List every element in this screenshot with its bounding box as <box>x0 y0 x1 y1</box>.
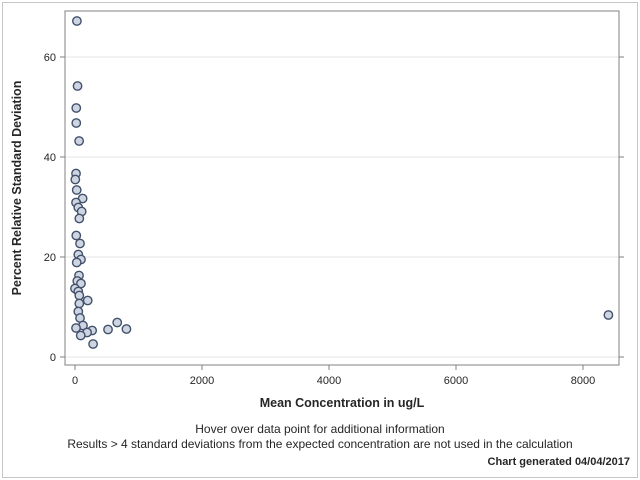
plot-frame <box>64 10 620 366</box>
data-point[interactable] <box>71 257 82 268</box>
data-point[interactable] <box>121 324 132 334</box>
y-tick-label: 40 <box>44 152 56 164</box>
data-point[interactable] <box>72 81 83 91</box>
x-tick-label: 6000 <box>444 375 468 387</box>
y-tick-label: 60 <box>44 52 56 64</box>
data-point[interactable] <box>74 290 85 301</box>
data-point[interactable] <box>74 136 85 146</box>
exclusion-rule-note: Results > 4 standard deviations from the… <box>67 437 573 451</box>
data-point[interactable] <box>71 323 81 333</box>
data-point[interactable] <box>112 317 123 328</box>
data-point[interactable] <box>71 103 82 113</box>
data-point[interactable] <box>74 213 85 224</box>
y-tick-label: 20 <box>44 252 56 264</box>
chart-generated-date: Chart generated 04/04/2017 <box>487 456 630 468</box>
x-tick-label: 0 <box>72 375 78 387</box>
data-point[interactable] <box>603 310 614 320</box>
data-point[interactable] <box>72 16 82 26</box>
data-point[interactable] <box>75 330 86 341</box>
data-point[interactable] <box>71 230 82 241</box>
x-axis-title: Mean Concentration in ug/L <box>259 396 425 410</box>
data-point[interactable] <box>74 298 85 309</box>
data-point[interactable] <box>71 118 82 128</box>
x-tick-label: 8000 <box>571 375 595 387</box>
y-axis-title: Percent Relative Standard Deviation <box>10 80 24 296</box>
data-point[interactable] <box>82 295 93 306</box>
x-tick-label: 2000 <box>190 375 214 387</box>
data-point[interactable] <box>71 185 82 195</box>
hover-instruction-note: Hover over data point for additional inf… <box>195 422 445 436</box>
x-tick-label: 4000 <box>317 375 341 387</box>
data-point[interactable] <box>75 238 85 249</box>
data-point[interactable] <box>70 174 81 185</box>
data-point[interactable] <box>103 324 113 335</box>
y-tick-label: 0 <box>50 352 56 364</box>
data-point[interactable] <box>88 339 98 349</box>
